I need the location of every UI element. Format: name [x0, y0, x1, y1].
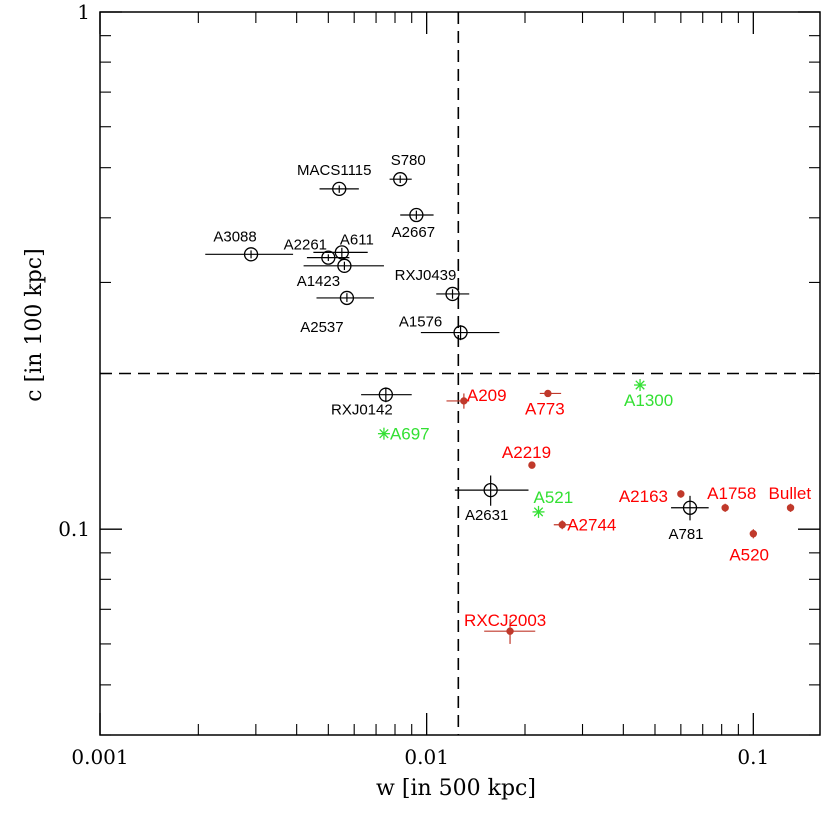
point-label: A1423: [297, 273, 340, 290]
point-marker: [528, 461, 536, 469]
point-label: A773: [525, 399, 565, 418]
point-marker: [721, 504, 729, 512]
x-tick-label: 0.1: [737, 745, 769, 769]
point-label: A3088: [213, 228, 256, 245]
point-marker: [677, 490, 685, 498]
point-marker: [749, 530, 758, 538]
asterisk-stroke: [379, 428, 389, 439]
point-marker: [682, 500, 698, 515]
point-label: A2163: [619, 487, 668, 506]
point-label: A1758: [707, 484, 756, 503]
point-label: MACS1115: [297, 162, 371, 179]
axis-ticks: 0.001 0.01 0.1 0.1 1: [58, 0, 820, 769]
point-marker: [506, 627, 514, 635]
point-label: A2631: [465, 507, 508, 524]
asterisk-stroke: [533, 507, 544, 517]
point-marker: [243, 247, 259, 262]
point-label: A2667: [392, 224, 435, 241]
point-label: RXCJ2003: [464, 611, 546, 630]
x-axis-label: w [in 500 kpc]: [376, 776, 536, 801]
point-marker: [334, 245, 349, 260]
point-marker: [558, 521, 566, 529]
point-label: A1576: [399, 314, 442, 331]
point-labels: MACS1115 S780 A2667 A3088 A2261 A611 A1423 A253…: [213, 152, 811, 630]
point-marker: [786, 504, 795, 512]
y-tick-label: 1: [77, 0, 90, 24]
point-label: A2537: [300, 319, 343, 336]
reference-lines: [100, 12, 820, 735]
point-marker: [332, 181, 347, 197]
point-marker: [445, 286, 460, 302]
point-label: A2219: [502, 443, 551, 462]
point-label: S780: [391, 152, 426, 169]
point-marker: [483, 482, 498, 498]
point-marker: [378, 387, 393, 402]
point-label: A2261: [284, 237, 327, 254]
data-points: [205, 172, 795, 644]
x-tick-label: 0.001: [71, 745, 128, 769]
point-marker: [377, 427, 390, 440]
point-label: Bullet: [769, 484, 812, 503]
point-label: RXJ0142: [331, 402, 393, 419]
point-marker: [321, 250, 336, 265]
asterisk-stroke: [635, 380, 645, 390]
point-marker: [337, 258, 352, 273]
point-marker: [339, 290, 355, 306]
point-marker: [532, 505, 545, 518]
point-label: A520: [729, 546, 769, 565]
point-marker: [393, 172, 408, 187]
point-label: A781: [668, 526, 703, 543]
y-axis-label: c [in 100 kpc]: [22, 248, 47, 401]
point-label: A697: [390, 425, 430, 444]
point-marker: [453, 325, 468, 340]
point-marker: [460, 397, 468, 405]
point-marker: [634, 379, 647, 392]
point-label: A611: [340, 231, 374, 248]
point-label: A521: [534, 488, 574, 507]
point-label: A209: [467, 386, 507, 405]
point-label: RXJ0439: [395, 267, 457, 284]
point-marker: [409, 207, 424, 223]
point-label: A1300: [624, 391, 673, 410]
point-label: A2744: [567, 516, 616, 535]
point-marker: [544, 389, 552, 398]
x-tick-label: 0.01: [404, 745, 449, 769]
y-tick-label: 0.1: [58, 517, 90, 541]
